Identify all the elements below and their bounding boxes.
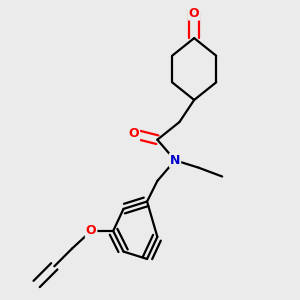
Text: O: O — [86, 224, 96, 238]
Text: O: O — [128, 127, 139, 140]
Text: N: N — [170, 154, 180, 167]
Text: O: O — [189, 7, 200, 20]
